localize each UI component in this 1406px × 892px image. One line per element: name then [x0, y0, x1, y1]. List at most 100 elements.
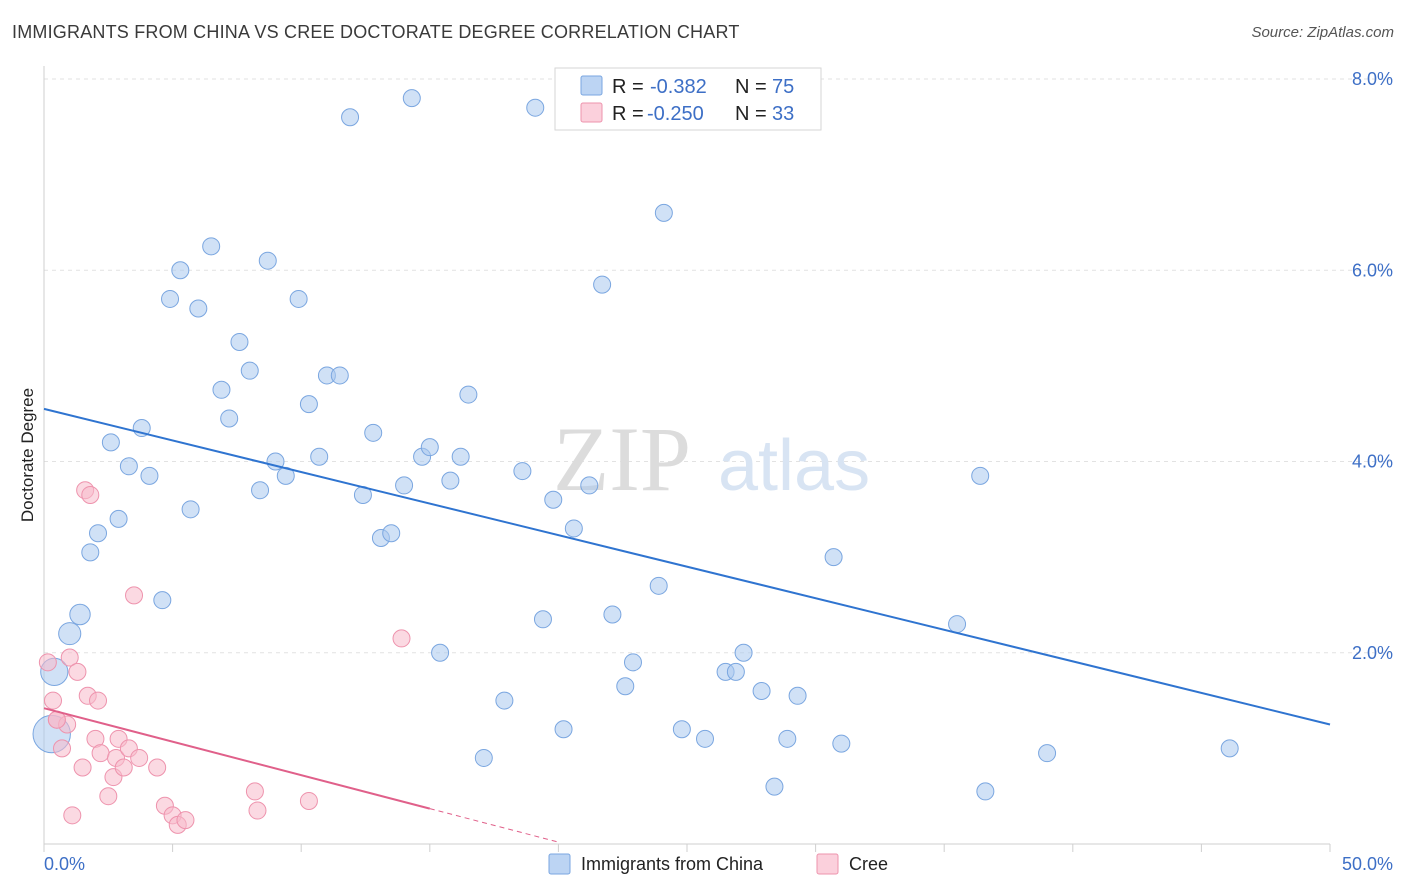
china-point[interactable]	[1038, 744, 1057, 763]
trend-line-china	[43, 407, 1331, 726]
china-point[interactable]	[171, 261, 190, 280]
china-point[interactable]	[971, 466, 990, 485]
china-point[interactable]	[544, 490, 563, 509]
china-point[interactable]	[153, 591, 172, 610]
china-point[interactable]	[299, 395, 318, 414]
china-point[interactable]	[119, 457, 138, 476]
china-point[interactable]	[451, 447, 470, 466]
cree-point[interactable]	[99, 787, 118, 806]
china-point[interactable]	[310, 447, 329, 466]
cree-point[interactable]	[248, 801, 267, 820]
cree-point[interactable]	[73, 758, 92, 777]
china-point[interactable]	[81, 543, 100, 562]
china-point[interactable]	[654, 203, 673, 222]
china-point[interactable]	[788, 686, 807, 705]
china-point[interactable]	[734, 643, 753, 662]
china-point[interactable]	[89, 524, 108, 543]
cree-point[interactable]	[148, 758, 167, 777]
cree-point[interactable]	[53, 739, 72, 758]
china-point[interactable]	[330, 366, 349, 385]
china-point[interactable]	[593, 275, 612, 294]
legend-swatch-china[interactable]	[548, 853, 571, 875]
china-point[interactable]	[824, 548, 843, 567]
legend-swatch-cree[interactable]	[816, 853, 839, 875]
china-point[interactable]	[752, 682, 771, 700]
china-point[interactable]	[441, 471, 460, 490]
cree-point[interactable]	[114, 758, 133, 777]
cree-point[interactable]	[125, 586, 144, 605]
y-axis-title: Doctorate Degree	[18, 388, 37, 522]
china-point[interactable]	[58, 622, 82, 646]
china-point[interactable]	[220, 409, 239, 428]
cree-point[interactable]	[44, 691, 63, 710]
legend-label-cree[interactable]: Cree	[849, 854, 888, 874]
cree-point[interactable]	[299, 791, 318, 810]
china-point[interactable]	[101, 433, 120, 452]
china-point[interactable]	[459, 385, 478, 404]
stats-swatch-cree	[580, 102, 603, 123]
china-point[interactable]	[696, 729, 715, 748]
china-point[interactable]	[431, 643, 450, 662]
china-point[interactable]	[495, 691, 514, 710]
china-point[interactable]	[420, 438, 439, 457]
china-point[interactable]	[258, 251, 277, 270]
cree-point[interactable]	[60, 648, 79, 667]
china-point[interactable]	[382, 524, 401, 543]
china-point[interactable]	[341, 108, 360, 127]
x-ticks	[43, 844, 1331, 852]
china-point[interactable]	[832, 734, 851, 753]
china-point[interactable]	[513, 462, 532, 481]
china-point[interactable]	[649, 576, 668, 595]
china-point[interactable]	[189, 299, 208, 318]
china-point[interactable]	[240, 361, 259, 380]
china-point[interactable]	[526, 98, 545, 117]
china-point[interactable]	[623, 653, 642, 672]
china-point[interactable]	[140, 466, 159, 485]
cree-point[interactable]	[91, 744, 110, 763]
china-point[interactable]	[69, 603, 91, 626]
cree-point[interactable]	[68, 662, 87, 681]
china-point[interactable]	[212, 380, 231, 399]
china-point[interactable]	[1220, 739, 1239, 758]
cree-point[interactable]	[245, 782, 264, 801]
source-label: Source: ZipAtlas.com	[1251, 24, 1394, 41]
china-point[interactable]	[533, 610, 552, 629]
china-point[interactable]	[554, 720, 573, 739]
china-point[interactable]	[765, 777, 784, 796]
cree-point[interactable]	[38, 653, 57, 672]
china-point[interactable]	[109, 509, 128, 528]
y-tick-label: 2.0%	[1352, 643, 1393, 663]
series-cree-points	[38, 481, 411, 834]
china-point[interactable]	[202, 237, 221, 256]
china-point[interactable]	[778, 729, 797, 748]
china-point[interactable]	[161, 289, 180, 308]
china-point[interactable]	[181, 500, 200, 519]
cree-point[interactable]	[81, 485, 100, 504]
china-point[interactable]	[251, 481, 270, 500]
cree-point[interactable]	[63, 806, 82, 825]
china-point[interactable]	[616, 677, 635, 696]
china-point[interactable]	[564, 519, 583, 538]
trend-line-cree	[43, 707, 431, 810]
china-point[interactable]	[580, 476, 599, 495]
china-point[interactable]	[976, 782, 995, 801]
trend-line-cree-extension	[429, 808, 559, 843]
china-point[interactable]	[726, 662, 745, 681]
china-point[interactable]	[948, 615, 967, 634]
stats-cree-r-label: R =	[612, 103, 644, 125]
china-point[interactable]	[402, 89, 421, 108]
cree-point[interactable]	[89, 691, 108, 710]
cree-point[interactable]	[392, 629, 411, 648]
china-point[interactable]	[230, 332, 249, 351]
china-point[interactable]	[603, 605, 622, 624]
china-point[interactable]	[672, 720, 691, 739]
china-point[interactable]	[364, 423, 383, 442]
china-point[interactable]	[395, 476, 414, 495]
china-point[interactable]	[289, 289, 308, 308]
x-tick-labels: 0.0% 50.0%	[44, 854, 1393, 874]
china-point[interactable]	[474, 748, 493, 767]
legend-label-china[interactable]: Immigrants from China	[581, 854, 764, 874]
cree-point[interactable]	[130, 748, 149, 767]
cree-point[interactable]	[176, 811, 195, 830]
